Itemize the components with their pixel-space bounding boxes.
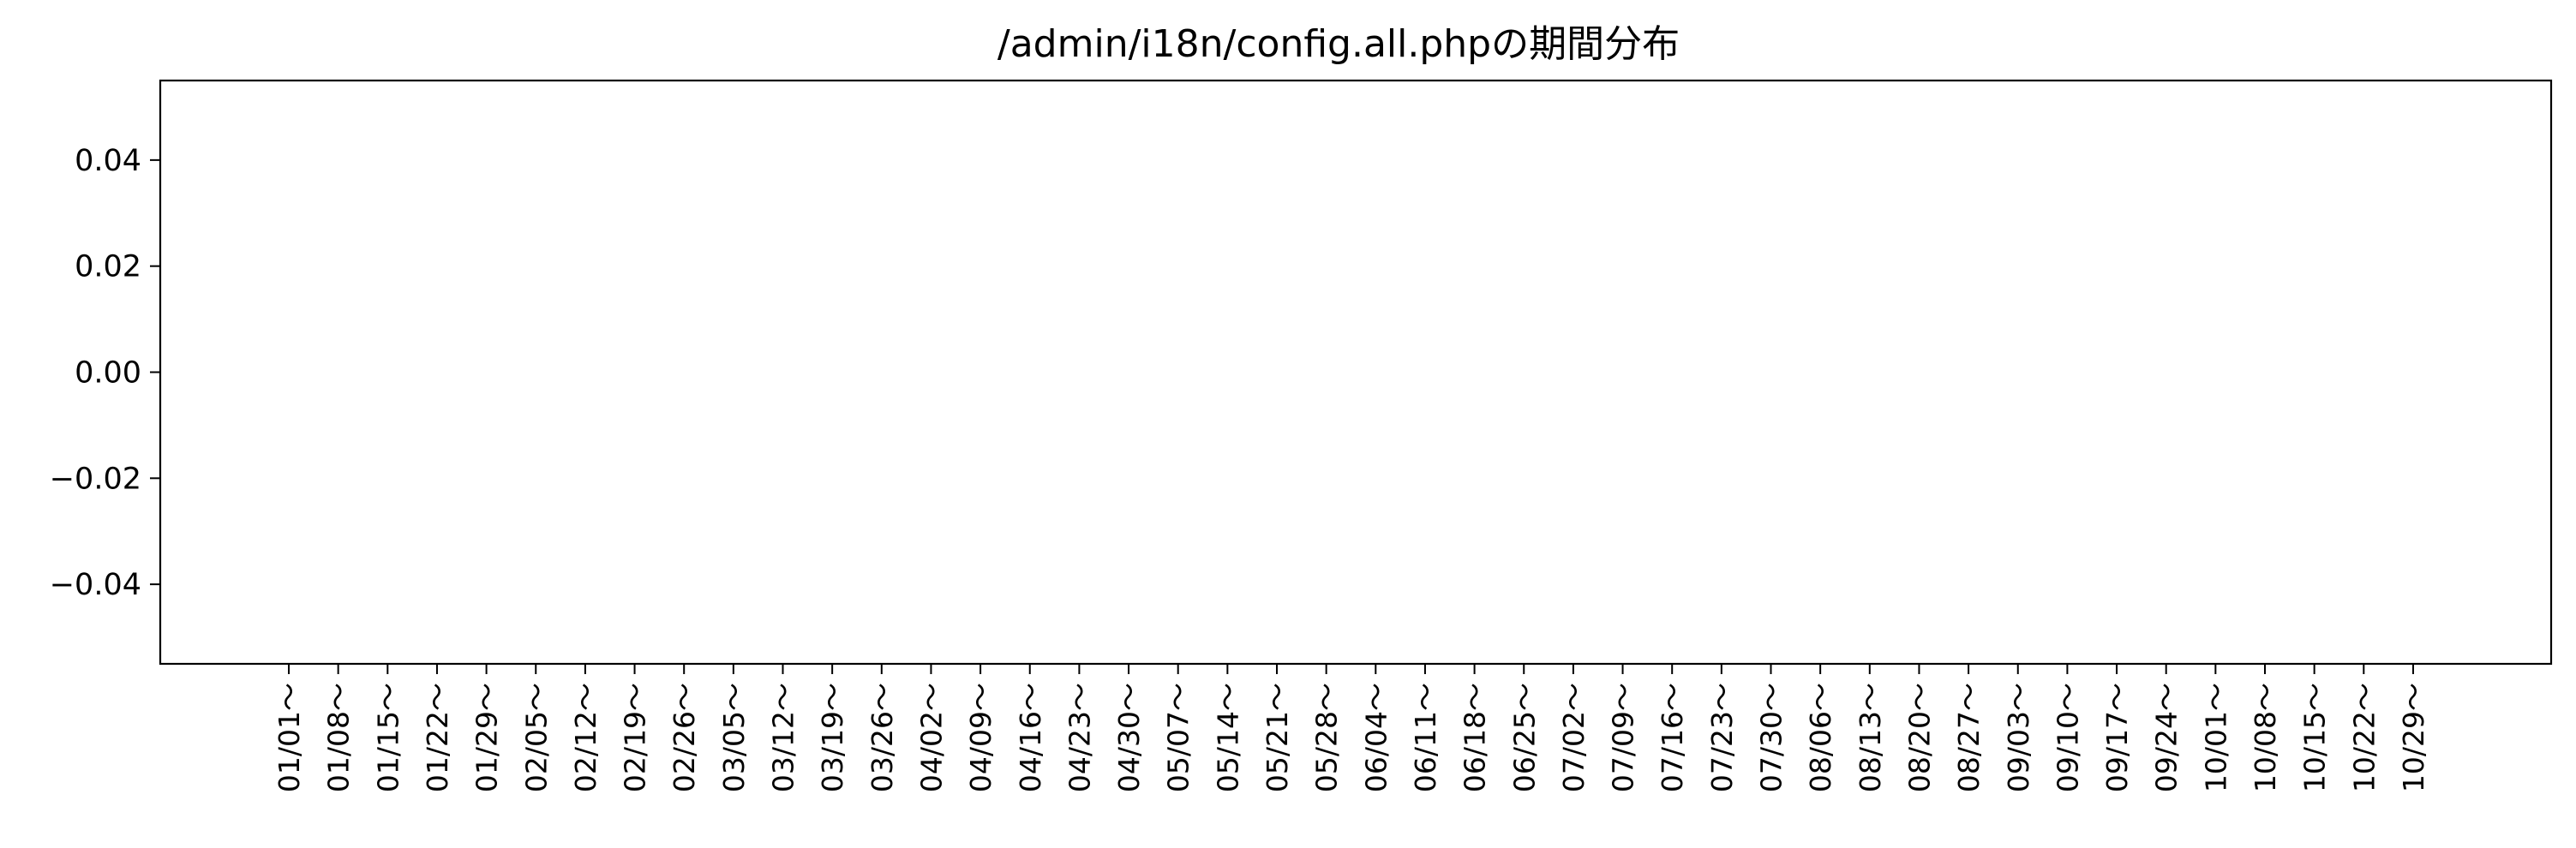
x-axis: 01/01～ 01/08～ 01/15～ 01/22～ 01/29～ 02/05～ 02/1… (273, 664, 2430, 792)
x-tick-label: 07/02～ (1557, 683, 1591, 792)
x-tick-label: 02/19～ (619, 683, 652, 792)
x-tick-label: 01/29～ (470, 683, 504, 792)
x-tick-label: 09/10～ (2051, 683, 2084, 792)
x-tick-label: 09/24～ (2150, 683, 2184, 792)
x-tick-label: 04/02～ (914, 683, 948, 792)
x-tick-label: 09/03～ (2002, 683, 2035, 792)
x-tick-label: 04/23～ (1063, 683, 1096, 792)
x-tick-label: 03/26～ (866, 683, 899, 792)
x-tick-label: 09/17～ (2100, 683, 2134, 792)
x-tick-label: 01/22～ (421, 683, 454, 792)
x-tick-label: 03/05～ (717, 683, 751, 792)
y-tick-label: −0.02 (50, 462, 141, 496)
x-tick-label: 01/08～ (322, 683, 356, 792)
x-tick-label: 05/07～ (1162, 683, 1195, 792)
x-tick-label: 04/30～ (1112, 683, 1146, 792)
x-tick-label: 07/23～ (1705, 683, 1739, 792)
x-tick-label: 10/08～ (2249, 683, 2282, 792)
x-tick-label: 10/29～ (2397, 683, 2430, 792)
x-tick-label: 06/25～ (1507, 683, 1541, 792)
x-tick-label: 07/09～ (1607, 683, 1640, 792)
x-tick-label: 01/01～ (273, 683, 306, 792)
x-tick-label: 07/30～ (1755, 683, 1788, 792)
x-tick-label: 05/28～ (1310, 683, 1344, 792)
x-tick-label: 10/01～ (2199, 683, 2232, 792)
x-tick-label: 05/14～ (1211, 683, 1244, 792)
x-tick-label: 02/12～ (569, 683, 602, 792)
y-tick-label: 0.04 (75, 144, 141, 178)
x-tick-label: 04/09～ (964, 683, 997, 792)
x-tick-label: 10/15～ (2298, 683, 2332, 792)
x-tick-label: 01/15～ (371, 683, 404, 792)
x-tick-label: 08/20～ (1902, 683, 1936, 792)
chart-title: /admin/i18n/config.all.phpの期間分布 (997, 22, 1680, 66)
y-axis: 0.04 0.02 0.00 −0.02 −0.04 (50, 144, 160, 602)
x-tick-label: 02/05～ (519, 683, 553, 792)
x-tick-label: 07/16～ (1656, 683, 1689, 792)
x-tick-label: 06/18～ (1459, 683, 1492, 792)
x-tick-label: 08/13～ (1854, 683, 1887, 792)
x-tick-label: 05/21～ (1261, 683, 1294, 792)
x-tick-label: 06/04～ (1359, 683, 1393, 792)
x-tick-label: 03/12～ (767, 683, 800, 792)
x-tick-label: 10/22～ (2347, 683, 2381, 792)
x-tick-label: 02/26～ (668, 683, 701, 792)
x-tick-label: 08/06～ (1804, 683, 1837, 792)
x-tick-label: 04/16～ (1014, 683, 1047, 792)
plot-frame (159, 79, 2553, 666)
x-tick-label: 06/11～ (1409, 683, 1442, 792)
y-tick-label: 0.00 (75, 356, 141, 391)
y-tick-label: 0.02 (75, 250, 141, 284)
x-tick-label: 08/27～ (1952, 683, 1986, 792)
x-tick-label: 03/19～ (816, 683, 849, 792)
y-tick-label: −0.04 (50, 568, 141, 602)
